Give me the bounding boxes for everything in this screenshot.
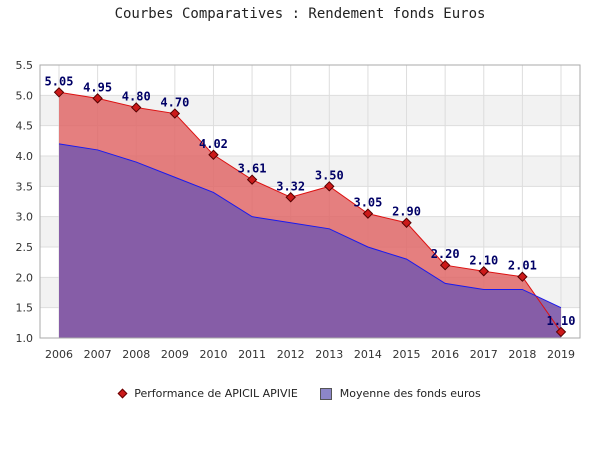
data-label: 4.70 <box>160 96 189 110</box>
data-point <box>131 102 142 113</box>
x-tick-label: 2009 <box>161 348 189 361</box>
data-label: 2.10 <box>469 253 498 267</box>
data-point <box>285 192 296 203</box>
data-label: 4.80 <box>122 89 151 103</box>
x-tick-label: 2010 <box>199 348 227 361</box>
data-point <box>208 149 219 160</box>
legend-label-moyenne: Moyenne des fonds euros <box>339 387 481 400</box>
legend-diamond-icon <box>117 388 128 399</box>
data-point <box>401 217 412 228</box>
data-point <box>53 87 65 98</box>
legend-item-moyenne: Moyenne des fonds euros <box>319 387 481 400</box>
data-label: 4.02 <box>199 137 228 151</box>
x-tick-label: 2012 <box>277 348 305 361</box>
data-label: 4.95 <box>83 80 112 94</box>
data-label: 1.10 <box>547 314 576 328</box>
legend: Performance de APICIL APIVIE Moyenne des… <box>0 387 600 400</box>
legend-item-apicil: Performance de APICIL APIVIE <box>117 387 298 400</box>
legend-swatch-icon <box>319 387 332 400</box>
data-point <box>169 108 181 119</box>
y-tick-label: 4.0 <box>16 150 34 163</box>
y-tick-label: 1.0 <box>16 332 34 345</box>
x-tick-label: 2007 <box>84 348 112 361</box>
data-point <box>439 259 451 271</box>
area-series-1 <box>59 143 561 338</box>
x-tick-label: 2008 <box>122 348 150 361</box>
line-series-0 <box>58 91 562 333</box>
legend-label-apicil: Performance de APICIL APIVIE <box>134 387 298 400</box>
line-series-1 <box>58 143 562 309</box>
data-point <box>246 174 258 185</box>
x-tick-label: 2013 <box>315 348 343 361</box>
chart-title: Courbes Comparatives : Rendement fonds E… <box>114 6 486 22</box>
data-label: 3.32 <box>276 179 305 193</box>
x-tick-label: 2018 <box>508 348 536 361</box>
y-tick-label: 5.5 <box>16 59 34 72</box>
x-tick-label: 2011 <box>238 348 266 361</box>
x-tick-label: 2015 <box>393 348 421 361</box>
x-tick-label: 2016 <box>431 348 459 361</box>
x-tick-label: 2006 <box>45 348 73 361</box>
y-tick-label: 5.0 <box>16 89 34 102</box>
data-point <box>362 208 374 219</box>
data-label: 2.01 <box>508 259 537 273</box>
area-chart: 1.0 1.5 2.0 2.5 3.0 3.5 4.0 4.5 5.0 5.5 2006 2007 20… <box>16 59 581 361</box>
x-tick-label: 2019 <box>547 348 575 361</box>
data-label: 2.20 <box>431 247 460 261</box>
data-label: 3.50 <box>315 168 344 182</box>
y-tick-label: 2.0 <box>16 271 34 284</box>
data-point <box>517 271 528 282</box>
data-point <box>92 93 103 104</box>
y-tick-label: 3.5 <box>16 180 34 193</box>
data-point <box>478 266 489 277</box>
data-point <box>324 181 335 192</box>
y-tick-label: 4.5 <box>16 120 34 133</box>
data-label: 3.61 <box>238 162 267 176</box>
data-label: 2.90 <box>392 205 421 219</box>
data-point <box>555 326 567 338</box>
y-tick-label: 1.5 <box>16 302 34 315</box>
x-tick-label: 2017 <box>470 348 498 361</box>
x-tick-label: 2014 <box>354 348 382 361</box>
data-label: 3.05 <box>353 196 382 210</box>
grid-band <box>40 65 580 96</box>
data-label: 5.05 <box>45 74 74 88</box>
y-tick-label: 3.0 <box>16 211 34 224</box>
y-tick-label: 2.5 <box>16 241 34 254</box>
plot-frame <box>39 64 581 339</box>
